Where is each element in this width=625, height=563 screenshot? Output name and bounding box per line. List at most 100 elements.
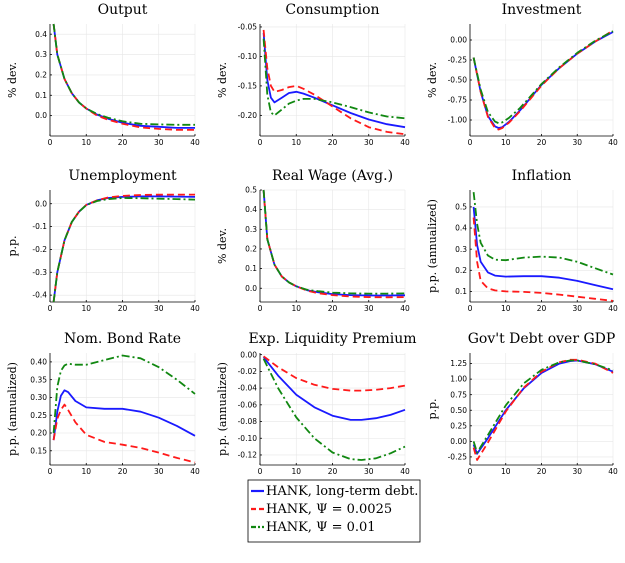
x-tick-label: 0 — [48, 467, 53, 476]
y-tick-label: -0.4 — [32, 291, 47, 300]
x-tick-label: 10 — [501, 138, 511, 147]
x-tick-label: 10 — [81, 304, 91, 313]
y-tick-label: 0.35 — [30, 375, 47, 384]
x-tick-label: 10 — [81, 467, 91, 476]
y-tick-label: 0.1 — [245, 264, 257, 273]
x-tick-label: 20 — [328, 138, 338, 147]
y-tick-label: -0.02 — [238, 367, 258, 376]
y-tick-label: -1.00 — [448, 116, 468, 125]
y-tick-label: 0.4 — [455, 224, 467, 233]
x-tick-label: 30 — [154, 138, 164, 147]
y-tick-label: -0.12 — [238, 451, 258, 460]
legend-box — [247, 479, 421, 543]
y-tick-label: 0.3 — [455, 245, 467, 254]
x-tick-label: 10 — [501, 467, 511, 476]
panel-4: 0 10 20 30 40 0.0 -0.1 -0.2 -0.3 -0.4 Unemployment… — [6, 168, 200, 313]
y-tick-label: -0.05 — [238, 23, 258, 32]
y-tick-label: 0.1 — [35, 91, 47, 100]
y-axis-label: % dev. — [216, 228, 229, 264]
x-tick-label: 20 — [328, 304, 338, 313]
y-tick-label: 0.2 — [455, 266, 467, 275]
x-tick-label: 10 — [291, 304, 301, 313]
x-tick-label: 0 — [48, 138, 53, 147]
y-tick-label: -0.50 — [448, 76, 468, 85]
panel-7: 0 10 20 30 40 0.15 0.20 0.25 0.30 0.35 0.40 Nom. Bo… — [6, 331, 200, 476]
y-axis-label: p.p. (annualized) — [216, 362, 229, 456]
x-tick-label: 0 — [258, 138, 263, 147]
y-tick-label: -0.06 — [238, 400, 258, 409]
y-tick-label: -0.3 — [32, 268, 47, 277]
series-line-psi0025 — [52, 193, 195, 303]
x-tick-label: 30 — [572, 467, 582, 476]
series-line-psi0025 — [262, 29, 406, 136]
x-tick-label: 20 — [328, 467, 338, 476]
x-tick-label: 40 — [190, 467, 200, 476]
x-tick-label: 30 — [572, 138, 582, 147]
y-tick-label: 0.40 — [30, 357, 47, 366]
y-tick-label: -0.08 — [238, 417, 258, 426]
x-tick-label: 40 — [400, 467, 410, 476]
y-axis-label: p.p. — [426, 398, 439, 419]
x-tick-label: 10 — [291, 138, 301, 147]
series-line-psi01 — [262, 358, 406, 461]
series-line-psi0025 — [263, 355, 406, 392]
legend-label: HANK, Ψ = 0.01 — [266, 520, 376, 535]
x-tick-label: 20 — [118, 304, 128, 313]
panel-5: 0 10 20 30 40 0.0 0.1 0.2 0.3 0.4 0.5 Real Wage (Av… — [216, 168, 410, 313]
series-line-long — [472, 206, 614, 291]
x-tick-label: 20 — [118, 467, 128, 476]
y-tick-label: 0.0 — [35, 111, 47, 120]
x-tick-label: 0 — [468, 138, 473, 147]
y-tick-label: 0.00 — [240, 350, 257, 359]
y-tick-label: 0.0 — [245, 284, 257, 293]
series-line-psi0025 — [52, 403, 196, 464]
series-line-psi01 — [52, 197, 196, 303]
series-line-psi01 — [52, 23, 195, 126]
series-line-psi01 — [472, 30, 614, 125]
panel-title: Unemployment — [68, 168, 177, 184]
series-line-long — [52, 23, 195, 129]
y-axis-label: % dev. — [6, 62, 19, 98]
y-tick-label: 0.4 — [245, 205, 257, 214]
y-tick-label: -0.10 — [238, 52, 258, 61]
x-tick-label: 40 — [400, 304, 410, 313]
y-tick-label: 1.25 — [450, 359, 467, 368]
x-tick-label: 0 — [258, 467, 263, 476]
y-tick-label: 0.25 — [30, 411, 47, 420]
series-line-psi0025 — [472, 217, 614, 302]
y-tick-label: -0.10 — [238, 434, 258, 443]
x-tick-label: 40 — [400, 138, 410, 147]
legend: HANK, long-term debt. HANK, Ψ = 0.0025 HAN… — [247, 479, 421, 543]
y-axis-label: % dev. — [426, 62, 439, 98]
panel-3: 0 10 20 30 40 0.00 -0.25 -0.50 -0.75 -1.00 Investm… — [426, 2, 618, 147]
y-tick-label: -0.25 — [448, 453, 468, 462]
series-line-psi01 — [262, 38, 406, 120]
y-tick-label: 0.15 — [30, 446, 47, 455]
y-tick-label: 1.00 — [450, 375, 467, 384]
series-line-psi01 — [472, 359, 614, 454]
y-tick-label: 0.5 — [455, 203, 467, 212]
legend-label: HANK, long-term debt. — [266, 484, 418, 499]
y-tick-label: 0.3 — [35, 50, 47, 59]
y-tick-label: 0.00 — [450, 437, 467, 446]
y-tick-label: 0.20 — [30, 429, 47, 438]
series-line-psi0025 — [472, 358, 614, 461]
panel-6: 0 10 20 30 40 0.1 0.2 0.3 0.4 0.5 Inflation p.p. (a… — [426, 168, 618, 313]
y-tick-label: -0.15 — [238, 81, 258, 90]
x-tick-label: 0 — [258, 304, 263, 313]
panel-title: Exp. Liquidity Premium — [248, 331, 416, 347]
series-line-psi0025 — [52, 23, 195, 131]
series-line-psi01 — [472, 192, 614, 276]
y-tick-label: -0.04 — [238, 384, 258, 393]
y-tick-label: 0.75 — [450, 390, 467, 399]
y-tick-label: -0.20 — [238, 111, 258, 120]
series-line-long — [262, 32, 406, 129]
x-tick-label: 30 — [364, 304, 374, 313]
x-tick-label: 30 — [364, 467, 374, 476]
panel-title: Inflation — [512, 168, 572, 184]
series-line-psi01 — [262, 189, 406, 295]
x-tick-label: 0 — [468, 304, 473, 313]
x-tick-label: 30 — [572, 304, 582, 313]
panel-1: 0 10 20 30 40 0.0 0.1 0.2 0.3 0.4 Output % dev. — [6, 2, 200, 147]
